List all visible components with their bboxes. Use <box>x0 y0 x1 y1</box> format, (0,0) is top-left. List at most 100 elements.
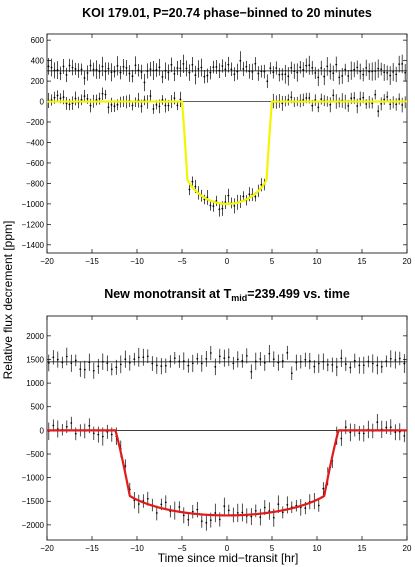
residuals-point <box>347 75 350 77</box>
residuals-point <box>272 71 275 74</box>
plot-frame <box>46 315 408 541</box>
data-point <box>304 507 307 509</box>
plot-area <box>47 51 407 217</box>
data-point <box>71 102 74 105</box>
residuals-point <box>116 64 119 67</box>
data-point <box>155 104 158 106</box>
residuals-point <box>287 75 290 78</box>
residuals-point <box>236 358 239 361</box>
residuals-point <box>353 359 356 362</box>
residuals-point <box>149 68 152 71</box>
chart-title: New monotransit at Tmid=239.499 vs. time <box>104 287 350 303</box>
residuals-point <box>277 361 280 364</box>
residuals-point <box>167 71 170 74</box>
residuals-point <box>313 365 316 368</box>
residuals-point <box>122 65 125 68</box>
data-point <box>241 511 244 514</box>
residuals-point <box>182 62 185 65</box>
data-point <box>221 207 224 210</box>
residuals-point <box>191 362 194 365</box>
data-point <box>277 503 280 506</box>
residuals-point <box>332 72 335 75</box>
data-point <box>80 98 83 101</box>
data-point <box>214 512 217 514</box>
x-tick-label: −15 <box>85 544 99 553</box>
data-point <box>236 512 239 514</box>
residuals-point <box>140 71 143 73</box>
residuals-point <box>77 69 80 72</box>
residuals-point <box>241 360 244 362</box>
data-point <box>347 104 350 107</box>
data-point <box>281 511 284 514</box>
y-tick-label: 0 <box>40 98 45 107</box>
residuals-point <box>371 362 374 365</box>
residuals-point <box>254 62 257 65</box>
data-point <box>176 104 179 107</box>
residuals-point <box>368 70 371 73</box>
residuals-point <box>182 360 185 363</box>
data-point <box>182 514 185 517</box>
residuals-point <box>299 360 302 363</box>
residuals-point <box>179 67 182 70</box>
residuals-point <box>284 73 287 76</box>
data-point <box>233 204 236 207</box>
data-point <box>281 102 284 105</box>
residuals-point <box>188 71 191 74</box>
data-point <box>385 426 388 429</box>
residuals-point <box>259 358 262 360</box>
residuals-point <box>61 361 64 364</box>
x-tick-label: −5 <box>177 257 187 266</box>
residuals-point <box>161 76 164 78</box>
residuals-point <box>296 71 299 74</box>
data-point <box>287 99 290 101</box>
data-point <box>209 519 212 522</box>
residuals-point <box>152 69 155 72</box>
residuals-point <box>236 70 239 73</box>
data-point <box>350 97 353 100</box>
residuals-point <box>47 65 50 68</box>
residuals-point <box>110 368 113 371</box>
y-tick-label: −800 <box>26 179 45 188</box>
data-point <box>191 510 194 513</box>
data-point <box>68 103 71 106</box>
residuals-point <box>205 357 208 360</box>
residuals-point <box>358 364 361 367</box>
residuals-point <box>335 366 338 368</box>
x-tick-label: 5 <box>270 257 275 266</box>
y-tick-label: −1200 <box>22 220 45 229</box>
residuals-point <box>134 64 137 67</box>
data-point <box>205 521 208 524</box>
residuals-point <box>125 66 128 69</box>
residuals-point <box>341 75 344 77</box>
x-tick-label: −10 <box>130 544 144 553</box>
data-point <box>160 503 163 506</box>
residuals-point <box>254 360 257 363</box>
residuals-point <box>119 71 122 74</box>
residuals-point <box>50 66 53 69</box>
residuals-point <box>209 352 212 354</box>
data-point <box>386 96 389 98</box>
residuals-point <box>178 360 181 363</box>
residuals-point <box>218 69 221 72</box>
residuals-point <box>173 72 176 75</box>
data-point <box>380 103 383 105</box>
residuals-point <box>266 80 269 83</box>
residuals-point <box>133 358 136 361</box>
residuals-point <box>155 69 158 71</box>
residuals-point <box>290 372 293 375</box>
data-point <box>394 431 397 434</box>
data-point <box>308 97 311 99</box>
data-point <box>290 96 293 99</box>
residuals-point <box>389 74 392 77</box>
data-point <box>358 432 361 435</box>
residuals-point <box>344 363 347 365</box>
residuals-point <box>137 69 140 72</box>
y-tick-label: 0 <box>40 426 45 435</box>
data-point <box>344 426 347 429</box>
y-tick-label: −600 <box>26 159 45 168</box>
residuals-point <box>137 356 140 359</box>
residuals-point <box>47 362 50 364</box>
x-tick-label: 20 <box>403 544 412 553</box>
residuals-point <box>89 64 92 67</box>
residuals-point <box>314 72 317 74</box>
